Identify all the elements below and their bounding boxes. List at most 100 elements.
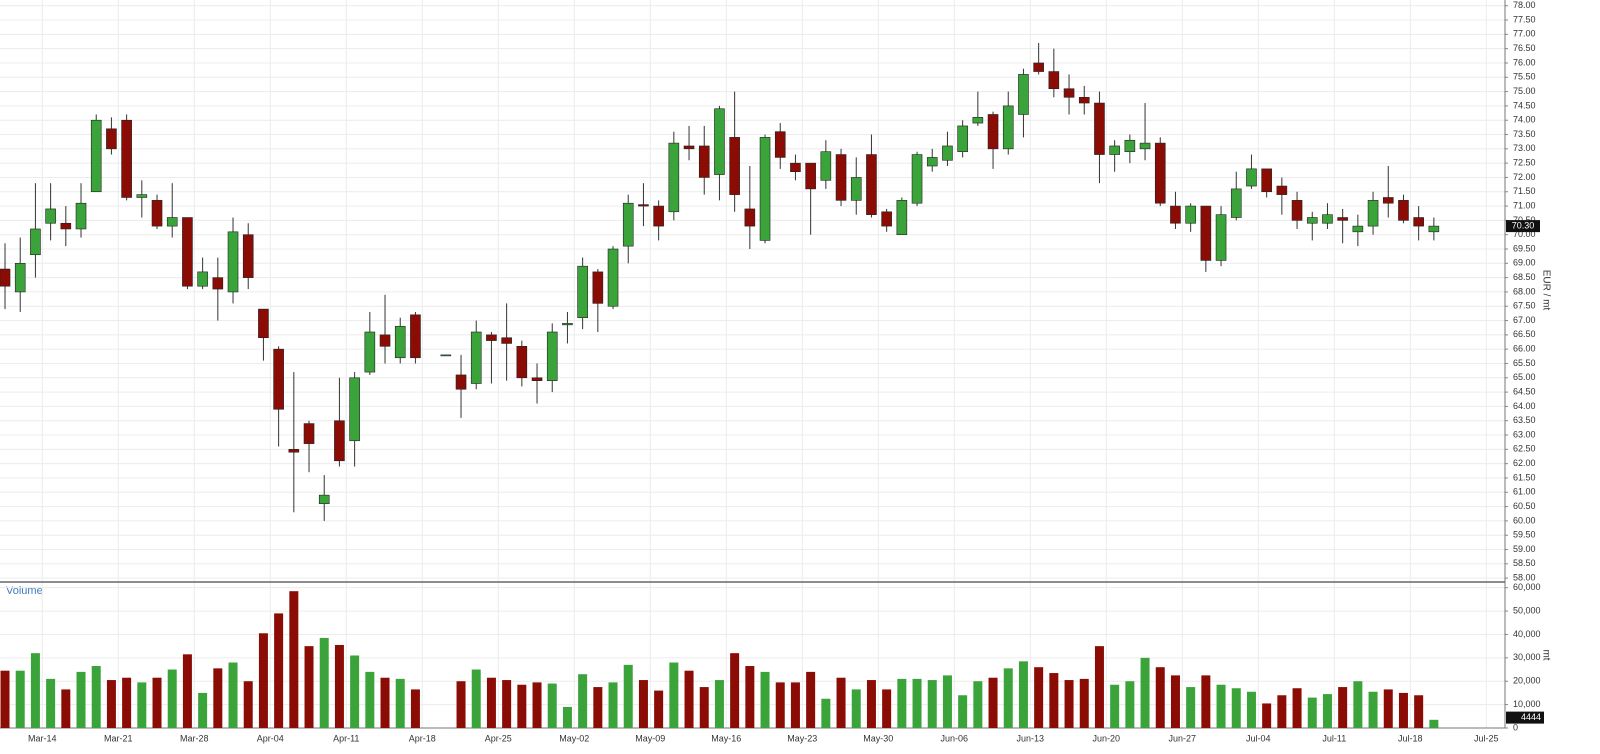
volume-bar [699, 687, 709, 728]
y-tick-label: 59.00 [1513, 544, 1536, 554]
y-tick-label: 76.50 [1513, 43, 1536, 53]
y-tick-label: 20,000 [1513, 676, 1541, 686]
y-tick-label: 60,000 [1513, 582, 1541, 592]
candle-body [1246, 168, 1257, 187]
y-tick-label: 68.00 [1513, 286, 1536, 296]
last-volume-box [1506, 711, 1544, 724]
candle-body [1398, 200, 1409, 221]
x-tick-label: Jul-18 [1398, 733, 1423, 743]
candle-body [987, 114, 999, 150]
volume-bar [836, 677, 846, 728]
candle-body [60, 222, 72, 230]
volume-bar [198, 692, 208, 728]
y-tick-label: 63.00 [1513, 429, 1536, 439]
volume-bar [1155, 667, 1165, 728]
candle-body [1261, 168, 1272, 193]
volume-bar [1094, 646, 1104, 728]
candle-body [273, 348, 284, 410]
volume-bar [942, 675, 952, 728]
candle-body [106, 128, 117, 150]
volume-bar [1079, 678, 1089, 728]
volume-bar [152, 677, 162, 728]
y-tick-label: 72.00 [1513, 172, 1536, 182]
candle-body [1078, 97, 1090, 104]
candle-body [1002, 105, 1014, 150]
last-volume-label: 4444 [1521, 712, 1541, 722]
x-tick-label: Jun-20 [1093, 733, 1121, 743]
y-tick-label: 74.50 [1513, 100, 1536, 110]
candle-body [455, 374, 467, 390]
volume-bar [973, 681, 983, 728]
volume-bar [547, 683, 557, 728]
y-tick-label: 71.00 [1513, 200, 1536, 210]
candle-body [1139, 142, 1151, 150]
volume-bar [927, 680, 937, 728]
candle-body [683, 145, 695, 150]
candle-body [957, 125, 968, 152]
candle-body [1063, 88, 1075, 98]
candle-body [698, 145, 710, 178]
y-tick-label: 77.50 [1513, 14, 1536, 24]
candle-body [896, 200, 908, 235]
x-tick-label: Jul-11 [1322, 733, 1346, 743]
y-tick-label: 75.00 [1513, 86, 1536, 96]
y-tick-label: 69.00 [1513, 258, 1536, 268]
candle-body [1200, 205, 1212, 261]
volume-bar [1125, 681, 1135, 728]
y-tick-label: 58.50 [1513, 558, 1536, 568]
y-tick-label: 66.50 [1513, 329, 1536, 339]
volume-bar [1292, 688, 1302, 728]
y-tick-label: 78.00 [1513, 0, 1536, 10]
volume-bar [15, 670, 25, 728]
volume-bar [1186, 687, 1196, 728]
volume-bar [350, 655, 360, 728]
volume-bar [882, 689, 892, 728]
candle-body [121, 119, 132, 198]
candle-body [1428, 225, 1440, 233]
candle-body [1337, 217, 1348, 221]
candle-body [166, 217, 178, 227]
candle-body [668, 142, 680, 213]
volume-bar [638, 680, 648, 728]
candle-body [850, 177, 862, 201]
candle-body [820, 151, 832, 181]
x-tick-label: Jul-25 [1474, 733, 1499, 743]
candle-body [379, 334, 391, 347]
y-tick-label: 63.50 [1513, 415, 1536, 425]
volume-bar [1429, 719, 1439, 728]
y-tick-label: 75.50 [1513, 72, 1536, 82]
candle-body [212, 277, 224, 290]
candle-body [410, 314, 421, 359]
y-tick-label: 60.00 [1513, 515, 1536, 525]
y-tick-label: 0 [1513, 722, 1518, 732]
volume-bar [1003, 668, 1013, 728]
candle-body [0, 268, 11, 287]
candle-body [1170, 205, 1181, 224]
candle-body [1413, 217, 1424, 227]
candle-body [318, 494, 330, 505]
volume-bar [304, 646, 314, 728]
y-tick-label: 72.50 [1513, 158, 1536, 168]
candle-body [242, 234, 254, 278]
volume-bar [1034, 667, 1044, 728]
candle-body [45, 208, 56, 224]
candle-body [364, 331, 376, 373]
candle-body [607, 248, 619, 307]
candle-body [790, 162, 801, 173]
volume-bar [319, 637, 329, 728]
candle-body [881, 211, 892, 227]
volume-bar [228, 662, 238, 728]
x-tick-label: Jun-13 [1017, 733, 1045, 743]
volume-bar [258, 633, 268, 728]
y-tick-label: 61.00 [1513, 487, 1536, 497]
y-tick-label: 50,000 [1513, 605, 1541, 615]
y-tick-label: 67.50 [1513, 301, 1536, 311]
candle-body [1033, 62, 1044, 72]
volume-bar [46, 678, 56, 728]
candle-body [1352, 225, 1364, 233]
volume-bar [851, 689, 861, 728]
candle-body [90, 119, 102, 193]
candle-body [592, 271, 604, 304]
